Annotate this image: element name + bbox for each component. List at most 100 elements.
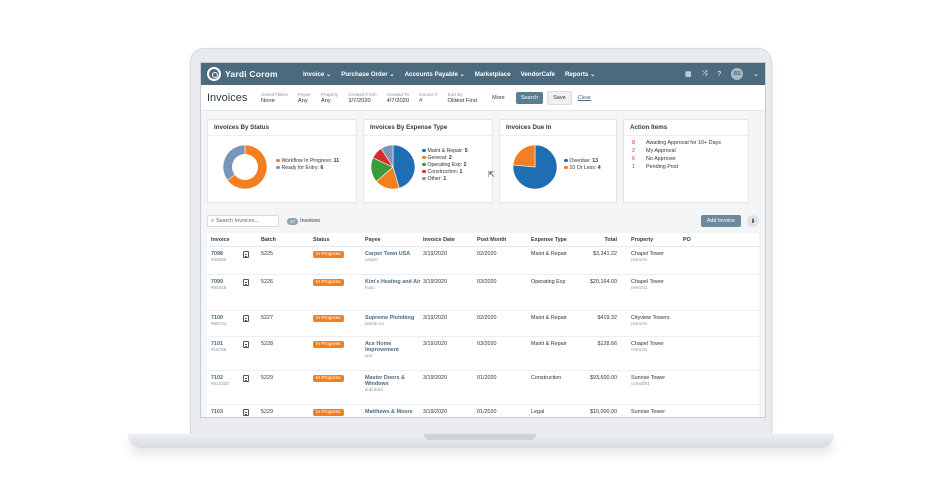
action-item[interactable]: 1 Pending Post (632, 164, 740, 171)
col-invoice[interactable]: Invoice (211, 236, 230, 243)
legend-value: 2 (463, 162, 467, 168)
property-code: resnc01 (631, 347, 648, 352)
clear-link[interactable]: Clear (577, 94, 591, 101)
table-row[interactable]: 7101 #19766 5228 In Progress Ace Home Imp… (207, 337, 759, 371)
invoice-link[interactable]: 7098 (211, 251, 223, 257)
action-count: 8 (632, 140, 635, 146)
legend-value: 13 (592, 158, 599, 164)
payee-link[interactable]: Master Doors & Windows (365, 375, 405, 387)
col-total[interactable]: Total (604, 236, 617, 243)
col-expense-type[interactable]: Expense Type (531, 236, 567, 243)
post-month-cell: 01/2020 (477, 409, 497, 415)
invoice-link[interactable]: 7101 (211, 341, 223, 347)
avatar[interactable]: BS (731, 68, 744, 80)
status-widget: Invoices By Status Workflow In Progress:… (207, 119, 357, 203)
chevron-down-icon[interactable]: ⌄ (753, 71, 759, 78)
table-row[interactable]: 7102 #612330 5229 In Progress Master Door… (207, 371, 759, 405)
nav-item-vendorcafe[interactable]: VendorCafe (520, 70, 555, 78)
nav-item-purchase-order[interactable]: Purchase Order ⌄ (341, 70, 395, 78)
expense-type-cell: Maint & Repair (531, 315, 567, 321)
logo[interactable]: Yardi Corom (207, 67, 303, 81)
search-input[interactable]: ⌕ Search Invoices... (207, 215, 279, 227)
col-payee[interactable]: Payee (365, 236, 381, 243)
total-cell: $20,164.00 (590, 279, 617, 285)
invoice-link[interactable]: 7102 (211, 375, 223, 381)
col-post-month[interactable]: Post Month (477, 236, 507, 243)
table-row[interactable]: 7103 5229 In Progress Matthews & Moore 3… (207, 405, 759, 417)
apps-icon[interactable]: ▦ (684, 71, 692, 78)
invoice-link[interactable]: 7099 (211, 279, 223, 285)
expense-legend-item: Other: 1 (422, 176, 468, 183)
legend-label: General: (427, 155, 448, 161)
add-invoice-button[interactable]: Add Invoice (700, 215, 741, 227)
download-icon[interactable]: ⬇ (747, 215, 759, 227)
saved-filters-select[interactable]: Saved Filters None (261, 92, 288, 104)
table-row[interactable]: 7100 #86721 5227 In Progress Supreme Plum… (207, 311, 759, 337)
col-property[interactable]: Property (631, 236, 654, 243)
invoice-number-field[interactable]: Invoice # # (419, 92, 437, 104)
payee-link[interactable]: Matthews & Moore (365, 409, 413, 415)
action-item[interactable]: 2 My Approval (632, 148, 740, 155)
created-from-value: 3/7/2020 (348, 97, 371, 104)
expense-chart-slice[interactable] (380, 144, 394, 169)
payee-select[interactable]: Payee Any (298, 92, 311, 104)
action-item[interactable]: 8 Awaiting Approval for 10+ Days (632, 140, 740, 147)
table-row[interactable]: 7098 #36552 5225 In Progress Carpet Town … (207, 247, 759, 275)
nav-item-reports[interactable]: Reports ⌄ (564, 70, 596, 78)
property-name: Cityview Towers (631, 315, 670, 321)
payee-value: Any (297, 97, 308, 104)
status-badge: In Progress (313, 375, 344, 382)
invoice-date-cell: 3/19/2020 (423, 251, 447, 257)
col-invoice-date[interactable]: Invoice Date (423, 236, 455, 243)
invoice-date-cell: 3/19/2020 (423, 375, 447, 381)
sort-by-select[interactable]: Sort By Oldest First (448, 92, 478, 104)
shuffle-icon[interactable]: ⤨ (701, 70, 708, 77)
payee-code: hvac (365, 285, 375, 290)
property-select[interactable]: Property Any (321, 92, 338, 104)
action-label: Pending Post (646, 164, 679, 170)
nav-item-accounts-payable[interactable]: Accounts Payable ⌄ (404, 70, 465, 78)
status-donut-chart (222, 144, 268, 190)
document-icon[interactable] (243, 375, 249, 382)
due-legend-item: 10 Or Less: 4 (564, 165, 601, 172)
invoice-link[interactable]: 7103 (211, 409, 223, 415)
nav-item-marketplace[interactable]: Marketplace (474, 70, 511, 78)
action-count: 6 (632, 156, 635, 162)
due-chart-slice[interactable] (512, 144, 536, 168)
action-count: 2 (632, 148, 635, 154)
document-icon[interactable] (243, 251, 249, 258)
payee-link[interactable]: Carpet Town USA (365, 251, 411, 257)
help-icon[interactable]: ? (717, 70, 722, 78)
document-icon[interactable] (243, 341, 249, 348)
document-icon[interactable] (243, 409, 249, 416)
invoice-count-label: Invoices (300, 218, 320, 224)
payee-link[interactable]: Kim's Heating and Air (365, 279, 421, 285)
expense-chart-slice[interactable] (392, 144, 416, 189)
col-status[interactable]: Status (313, 236, 330, 243)
invoice-ref: #86721 (211, 321, 227, 326)
payee-link[interactable]: Ace Home Improvement (365, 341, 399, 353)
nav-item-invoice[interactable]: Invoice ⌄ (303, 70, 332, 78)
document-icon[interactable] (243, 315, 249, 322)
legend-value: 5 (464, 148, 468, 154)
col-po[interactable]: PO (683, 236, 691, 243)
more-button[interactable]: More (492, 94, 505, 101)
batch-cell: 5227 (261, 315, 273, 321)
invoice-link[interactable]: 7100 (211, 315, 223, 321)
action-item[interactable]: 6 No Approver (632, 156, 740, 163)
col-batch[interactable]: Batch (261, 236, 276, 243)
total-cell: $128.66 (597, 341, 618, 347)
document-icon[interactable] (243, 279, 249, 286)
created-from-field[interactable]: Created From 3/7/2020 (348, 92, 376, 104)
created-to-field[interactable]: Created To 4/7/2020 (387, 92, 410, 104)
table-row[interactable]: 7099 #65418 5226 In Progress Kim's Heatin… (207, 275, 759, 311)
search-button[interactable]: Search (515, 91, 544, 104)
action-label: My Approval (646, 148, 676, 154)
expense-type-cell: Legal (531, 409, 545, 415)
payee-link[interactable]: Supreme Plumbing (365, 315, 415, 321)
invoice-ref: #612330 (211, 381, 229, 386)
payee-code: ace (365, 353, 373, 358)
action-count: 1 (632, 164, 635, 170)
save-button[interactable]: Save (547, 90, 572, 105)
status-chart-hole (232, 154, 258, 180)
